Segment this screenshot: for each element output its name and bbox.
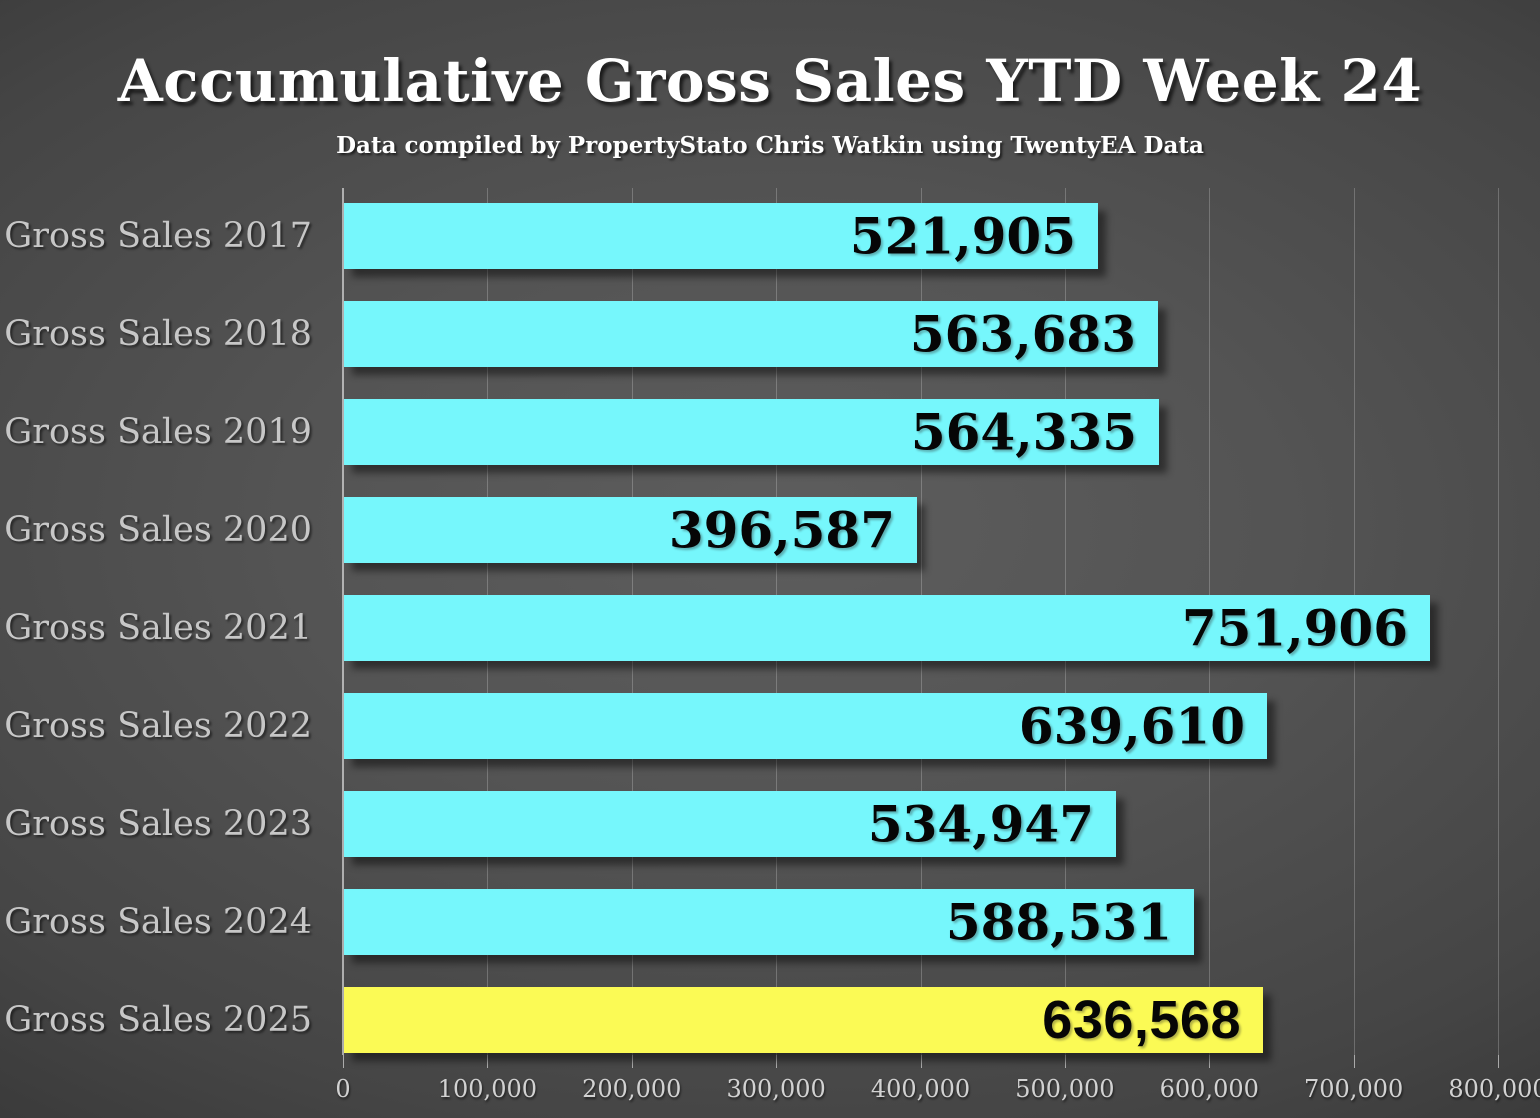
category-label-gross-sales-2020: Gross Sales 2020: [4, 510, 312, 550]
bar-value-label-gross-sales-2022: 639,610: [1018, 696, 1245, 756]
bar-gross-sales-2017: 521,905: [344, 203, 1098, 269]
y-axis-line: [342, 188, 344, 1055]
bar-value-label-gross-sales-2019: 564,335: [910, 402, 1137, 462]
x-axis-tick-mark: [487, 1055, 489, 1068]
category-label-gross-sales-2019: Gross Sales 2019: [4, 412, 312, 452]
bar-gross-sales-2021: 751,906: [344, 595, 1430, 661]
bar-gross-sales-2025: 636,568: [344, 987, 1263, 1053]
x-axis-tick-mark: [1353, 1055, 1355, 1068]
category-label-gross-sales-2018: Gross Sales 2018: [4, 314, 312, 354]
x-axis-tick-mark: [1498, 1055, 1499, 1068]
x-axis-tick-mark: [1064, 1055, 1066, 1068]
x-tick-label: 500,000: [1015, 1075, 1115, 1103]
bar-gross-sales-2022: 639,610: [344, 693, 1267, 759]
category-label-gross-sales-2023: Gross Sales 2023: [4, 804, 312, 844]
chart-subtitle: Data compiled by PropertyStato Chris Wat…: [336, 132, 1204, 159]
bar-value-label-gross-sales-2023: 534,947: [867, 794, 1094, 854]
x-tick-label: 300,000: [726, 1075, 826, 1103]
x-axis-tick-mark: [776, 1055, 778, 1068]
bar-gross-sales-2019: 564,335: [344, 399, 1159, 465]
x-tick-label: 0: [335, 1075, 351, 1103]
bar-gross-sales-2020: 396,587: [344, 497, 917, 563]
bar-gross-sales-2024: 588,531: [344, 889, 1194, 955]
gridline: [1498, 188, 1499, 1055]
x-axis-tick-mark: [631, 1055, 633, 1068]
x-tick-label: 600,000: [1159, 1075, 1259, 1103]
x-tick-label: 200,000: [582, 1075, 682, 1103]
category-label-gross-sales-2025: Gross Sales 2025: [4, 1000, 312, 1040]
x-tick-label: 800,000: [1448, 1075, 1540, 1103]
bar-gross-sales-2023: 534,947: [344, 791, 1116, 857]
bar-value-label-gross-sales-2020: 396,587: [668, 500, 895, 560]
bar-value-label-gross-sales-2021: 751,906: [1181, 598, 1408, 658]
x-tick-label: 700,000: [1304, 1075, 1404, 1103]
bar-value-label-gross-sales-2024: 588,531: [945, 892, 1172, 952]
category-label-gross-sales-2017: Gross Sales 2017: [4, 216, 312, 256]
bar-value-label-gross-sales-2017: 521,905: [849, 206, 1076, 266]
x-axis-tick-mark: [920, 1055, 922, 1068]
category-label-gross-sales-2022: Gross Sales 2022: [4, 706, 312, 746]
category-label-gross-sales-2024: Gross Sales 2024: [4, 902, 312, 942]
bar-gross-sales-2018: 563,683: [344, 301, 1158, 367]
bar-value-label-gross-sales-2018: 563,683: [909, 304, 1136, 364]
x-tick-label: 400,000: [870, 1075, 971, 1103]
x-axis-tick-mark: [343, 1055, 344, 1068]
bar-value-label-gross-sales-2025: 636,568: [1042, 990, 1241, 1050]
category-label-gross-sales-2021: Gross Sales 2021: [4, 608, 312, 648]
x-axis-tick-mark: [1209, 1055, 1211, 1068]
chart-title: Accumulative Gross Sales YTD Week 24: [117, 47, 1423, 115]
x-tick-label: 100,000: [437, 1075, 537, 1103]
